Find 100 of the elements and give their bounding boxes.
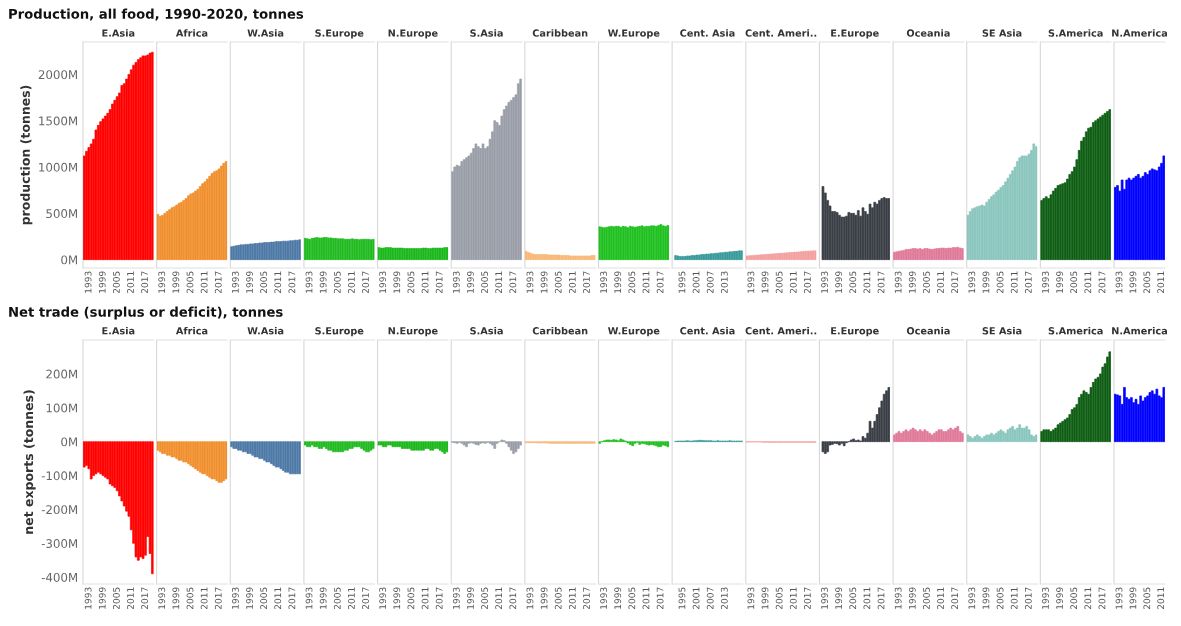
- x-tick-label: 2005: [628, 271, 636, 294]
- y-tick-label: -200M: [41, 505, 77, 515]
- x-tick-label: 2005: [260, 587, 268, 610]
- x-tick-label: 2017: [1098, 587, 1106, 610]
- chart-title: E.Asia: [102, 326, 135, 335]
- x-tick-label: 2005: [775, 587, 783, 610]
- x-tick-label: 2005: [260, 271, 268, 294]
- x-tick-label: 1999: [908, 271, 916, 293]
- x-tick-label: 2011: [863, 271, 871, 294]
- chart-title: SE Asia: [982, 29, 1022, 37]
- x-tick-label: 1993: [452, 271, 460, 293]
- chart-title: Africa: [175, 326, 208, 335]
- x-tick-label: 2017: [362, 587, 369, 610]
- x-tick-label: 2013: [720, 587, 728, 610]
- x-tick-label: 1993: [894, 587, 902, 609]
- x-tick-label: 1993: [1115, 587, 1123, 609]
- x-tick-label: 2007: [706, 587, 714, 610]
- chart-title: W.Asia: [247, 29, 284, 37]
- x-tick-label: 2005: [1070, 271, 1078, 294]
- x-tick-label: 2005: [923, 587, 930, 610]
- x-tick-label: 2011: [642, 271, 650, 294]
- x-tick-label: 2017: [877, 587, 885, 610]
- x-tick-label: 2005: [849, 587, 857, 610]
- x-tick-label: 1999: [98, 587, 106, 609]
- x-tick-label: 1999: [982, 587, 990, 609]
- x-tick-label: 2017: [288, 587, 296, 610]
- chart-title: N.Europe: [388, 29, 438, 39]
- x-tick-label: 2017: [877, 271, 885, 294]
- x-tick-label: 2011: [1157, 271, 1165, 294]
- y-tick-label: 1000M: [39, 162, 77, 172]
- x-tick-label: 2005: [481, 587, 488, 610]
- x-tick-label: 2017: [362, 271, 369, 294]
- x-tick-label: 1999: [393, 271, 401, 293]
- x-tick-label: 2011: [937, 587, 944, 610]
- chart-title: W.Europe: [608, 29, 660, 39]
- x-tick-label: 2011: [127, 587, 134, 610]
- x-tick-label: 1993: [968, 271, 976, 293]
- x-tick-label: 1993: [747, 271, 755, 293]
- chart-title: S.America: [1048, 29, 1103, 37]
- x-tick-label: 2011: [1084, 271, 1092, 294]
- x-tick-label: 2005: [186, 587, 194, 610]
- chart-title: E.Europe: [831, 29, 879, 39]
- x-tick-label: 2011: [127, 271, 134, 294]
- x-tick-label: 1993: [231, 271, 239, 293]
- y-tick-label: 2000M: [38, 70, 77, 80]
- x-tick-label: 1999: [246, 587, 253, 609]
- x-tick-label: 1999: [761, 271, 769, 293]
- x-tick-label: 2011: [495, 587, 503, 610]
- y-tick-label: -400M: [41, 572, 77, 582]
- x-tick-label: 1999: [835, 587, 843, 609]
- x-tick-label: 2005: [407, 271, 415, 294]
- y-tick-label: 100M: [46, 403, 77, 413]
- x-tick-label: 2005: [996, 271, 1004, 294]
- x-tick-label: 2005: [554, 587, 562, 610]
- x-tick-label: 2011: [1010, 271, 1018, 294]
- x-tick-label: 2005: [333, 271, 341, 294]
- x-tick-label: 2011: [568, 587, 576, 610]
- x-tick-label: 1993: [600, 587, 607, 609]
- y-axis-title: production (tonnes): [20, 85, 33, 225]
- text: Production, all food, 1990-2020, tonnes: [9, 8, 304, 21]
- x-tick-label: 2007: [706, 271, 714, 294]
- x-tick-label: 2001: [692, 271, 700, 294]
- x-tick-label: 1999: [393, 587, 401, 609]
- x-tick-label: 2017: [141, 587, 149, 610]
- chart-title: W.Asia: [247, 326, 284, 335]
- chart-title: Cent. Asia: [680, 29, 735, 37]
- x-tick-label: 2017: [951, 587, 959, 610]
- x-tick-label: 1995: [678, 587, 686, 609]
- x-tick-label: 2011: [789, 271, 797, 294]
- x-tick-label: 2005: [112, 587, 120, 610]
- x-tick-label: 2005: [996, 587, 1004, 610]
- x-tick-label: 2011: [568, 271, 576, 294]
- x-tick-label: 1993: [231, 587, 239, 609]
- chart-title: Oceania: [906, 29, 950, 37]
- chart-title: N.America: [1112, 29, 1167, 37]
- x-tick-label: 2005: [775, 271, 783, 294]
- x-tick-label: 2017: [509, 587, 517, 610]
- x-tick-label: 1993: [526, 271, 534, 293]
- x-tick-label: 2017: [1098, 271, 1106, 294]
- x-tick-label: 2011: [495, 271, 503, 294]
- x-tick-label: 1993: [305, 587, 313, 609]
- x-tick-label: 1999: [908, 587, 916, 609]
- y-tick-label: -300M: [41, 539, 77, 548]
- chart-title: N.America: [1112, 326, 1167, 335]
- x-tick-label: 2017: [656, 587, 664, 610]
- x-tick-label: 2011: [274, 587, 282, 610]
- y-tick-label: -100M: [41, 471, 77, 481]
- x-tick-label: 1993: [894, 271, 902, 293]
- x-tick-label: 2017: [435, 271, 443, 294]
- x-tick-label: 2017: [803, 271, 811, 294]
- x-tick-label: 1993: [1115, 271, 1123, 293]
- chart-title: Africa: [175, 29, 208, 37]
- x-tick-label: 1999: [540, 271, 548, 293]
- x-tick-label: 2017: [214, 271, 222, 294]
- x-tick-label: 2017: [1024, 587, 1032, 610]
- x-tick-label: 1993: [158, 587, 166, 609]
- x-tick-label: 2001: [692, 587, 700, 610]
- x-tick-label: 2011: [1157, 587, 1165, 610]
- x-tick-label: 1999: [1129, 587, 1137, 609]
- chart-title: Oceania: [906, 326, 950, 335]
